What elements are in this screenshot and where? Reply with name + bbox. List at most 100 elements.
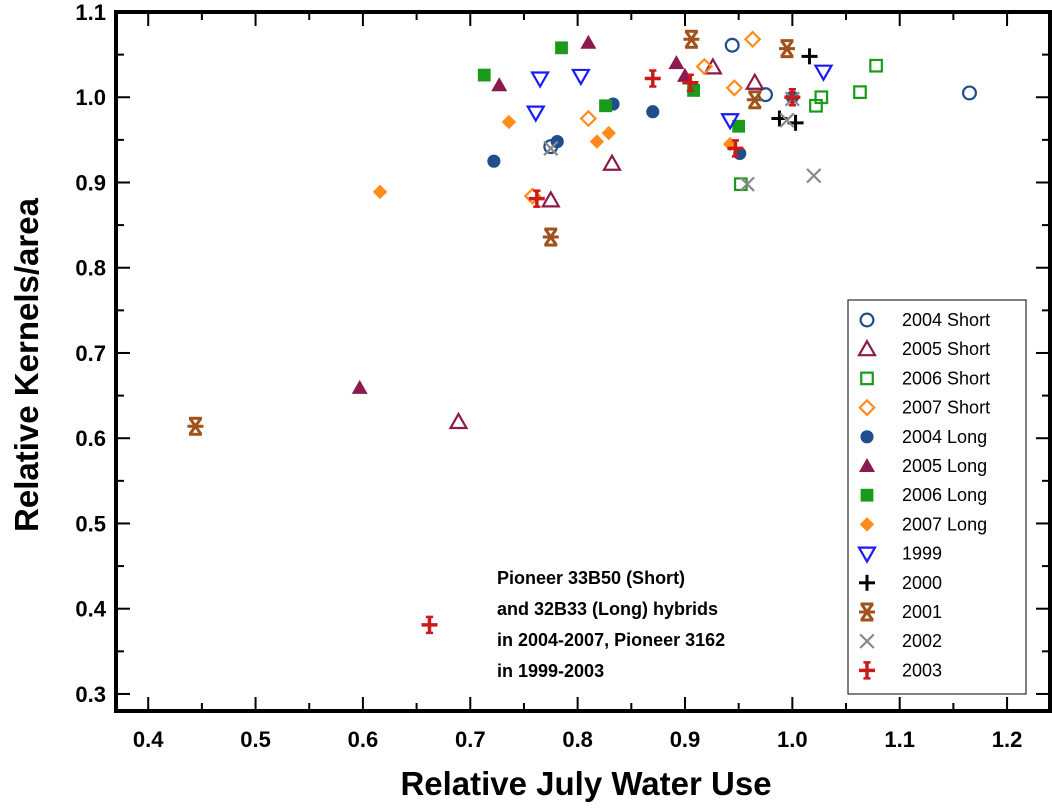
- legend-marker: [858, 398, 876, 417]
- data-point: [372, 184, 388, 200]
- legend-item: 2001: [859, 602, 942, 622]
- legend-item: 2007 Short: [858, 398, 990, 418]
- data-point: [491, 77, 508, 92]
- data-point: [806, 168, 822, 184]
- data-point: [809, 98, 823, 113]
- data-point: [853, 85, 867, 99]
- legend-label: 2004 Long: [902, 427, 987, 447]
- legend-box: [847, 299, 1027, 695]
- data-point: [724, 37, 740, 53]
- legend-label: 2006 Long: [902, 485, 987, 505]
- legend-marker: [859, 458, 875, 472]
- data-point: [525, 105, 546, 123]
- x-tick-label: 0.9: [670, 727, 701, 752]
- legend-label: 2005 Long: [902, 456, 987, 476]
- data-points: [187, 29, 977, 635]
- data-point: [744, 72, 765, 90]
- legend-item: 2000: [859, 573, 942, 593]
- data-point: [720, 113, 740, 131]
- x-tick-label: 0.4: [133, 727, 164, 752]
- legend-item: 2005 Long: [859, 456, 987, 476]
- data-point: [668, 55, 685, 70]
- data-point: [599, 99, 612, 113]
- x-axis-title: Relative July Water Use: [400, 765, 771, 802]
- x-tick-label: 0.8: [562, 727, 593, 752]
- y-tick-label: 1.0: [75, 85, 106, 110]
- data-point: [644, 69, 661, 88]
- legend-label: 2006 Short: [902, 368, 990, 388]
- data-point: [601, 125, 616, 141]
- x-tick-label: 0.5: [240, 727, 271, 752]
- y-tick-label: 0.6: [75, 426, 106, 451]
- data-point: [477, 68, 491, 82]
- y-tick-labels: 0.3 0.4 0.5 0.6 0.7 0.8 0.9 1.0 1.1: [75, 0, 106, 707]
- data-point: [727, 139, 744, 158]
- legend-label: 2001: [902, 602, 942, 622]
- legend-item: 2006 Long: [860, 485, 987, 505]
- data-point: [421, 615, 438, 635]
- data-point: [351, 379, 368, 394]
- annotation-line-1: Pioneer 33B50 (Short): [497, 568, 685, 588]
- data-point: [722, 136, 738, 152]
- y-tick-label: 0.4: [75, 597, 106, 622]
- data-point: [784, 87, 801, 107]
- data-point: [725, 79, 744, 97]
- y-tick-label: 0.7: [75, 341, 106, 366]
- legend-label: 2005 Short: [902, 339, 990, 359]
- y-tick-label: 1.1: [75, 0, 106, 25]
- legend-label: 2000: [902, 573, 942, 593]
- data-point: [739, 176, 755, 192]
- data-point: [555, 41, 568, 55]
- y-tick-label: 0.9: [75, 170, 106, 195]
- x-tick-label: 0.7: [455, 727, 486, 752]
- data-point: [602, 153, 622, 171]
- legend-item: 2006 Short: [860, 368, 990, 388]
- data-point: [779, 112, 795, 128]
- data-point: [682, 73, 699, 93]
- legend-label: 2007 Long: [902, 514, 987, 534]
- x-tick-label: 1.2: [992, 727, 1023, 752]
- data-point: [580, 34, 597, 49]
- legend-marker: [857, 338, 877, 357]
- y-axis-title: Relative Kernels/area: [8, 197, 45, 532]
- data-point: [961, 85, 977, 101]
- data-point: [589, 134, 605, 149]
- x-tick-labels: 0.4 0.5 0.6 0.7 0.8 0.9 1.0 1.1 1.2: [133, 727, 1022, 752]
- y-tick-label: 0.3: [75, 682, 106, 707]
- data-point: [703, 57, 723, 75]
- legend-item: 2007 Long: [859, 514, 987, 534]
- legend-item: 2004 Short: [859, 310, 990, 330]
- annotation-line-3: in 2004-2007, Pioneer 3162: [497, 630, 725, 650]
- data-point: [732, 119, 746, 133]
- data-point: [746, 90, 763, 110]
- data-point: [683, 29, 700, 49]
- data-point: [448, 411, 469, 430]
- chart-annotation: Pioneer 33B50 (Short) and 32B33 (Long) h…: [497, 568, 725, 681]
- data-point: [813, 64, 834, 82]
- legend-marker: [860, 371, 874, 386]
- legend-marker: [859, 633, 875, 649]
- y-tick-label: 0.8: [75, 256, 106, 281]
- legend-item: 2005 Short: [857, 338, 990, 359]
- data-point: [778, 39, 795, 59]
- legend-label: 2003: [902, 660, 942, 680]
- legend-item: 2002: [859, 631, 942, 651]
- data-point: [528, 189, 545, 208]
- data-point: [570, 68, 591, 87]
- x-tick-label: 1.1: [884, 727, 915, 752]
- data-point: [743, 30, 762, 49]
- data-point: [869, 58, 883, 73]
- legend-marker: [860, 430, 874, 444]
- data-point: [487, 154, 501, 168]
- legend-marker: [860, 488, 874, 502]
- data-point: [501, 114, 517, 130]
- legend-item: 2003: [859, 660, 942, 680]
- legend: 2004 Short 2005 Short 2006 Short 2007 Short…: [847, 299, 1027, 695]
- data-point: [801, 48, 818, 65]
- legend-label: 1999: [902, 544, 942, 564]
- legend-marker: [859, 602, 875, 622]
- legend-label: 2007 Short: [902, 398, 990, 418]
- legend-marker: [857, 546, 877, 564]
- legend-marker: [859, 574, 875, 591]
